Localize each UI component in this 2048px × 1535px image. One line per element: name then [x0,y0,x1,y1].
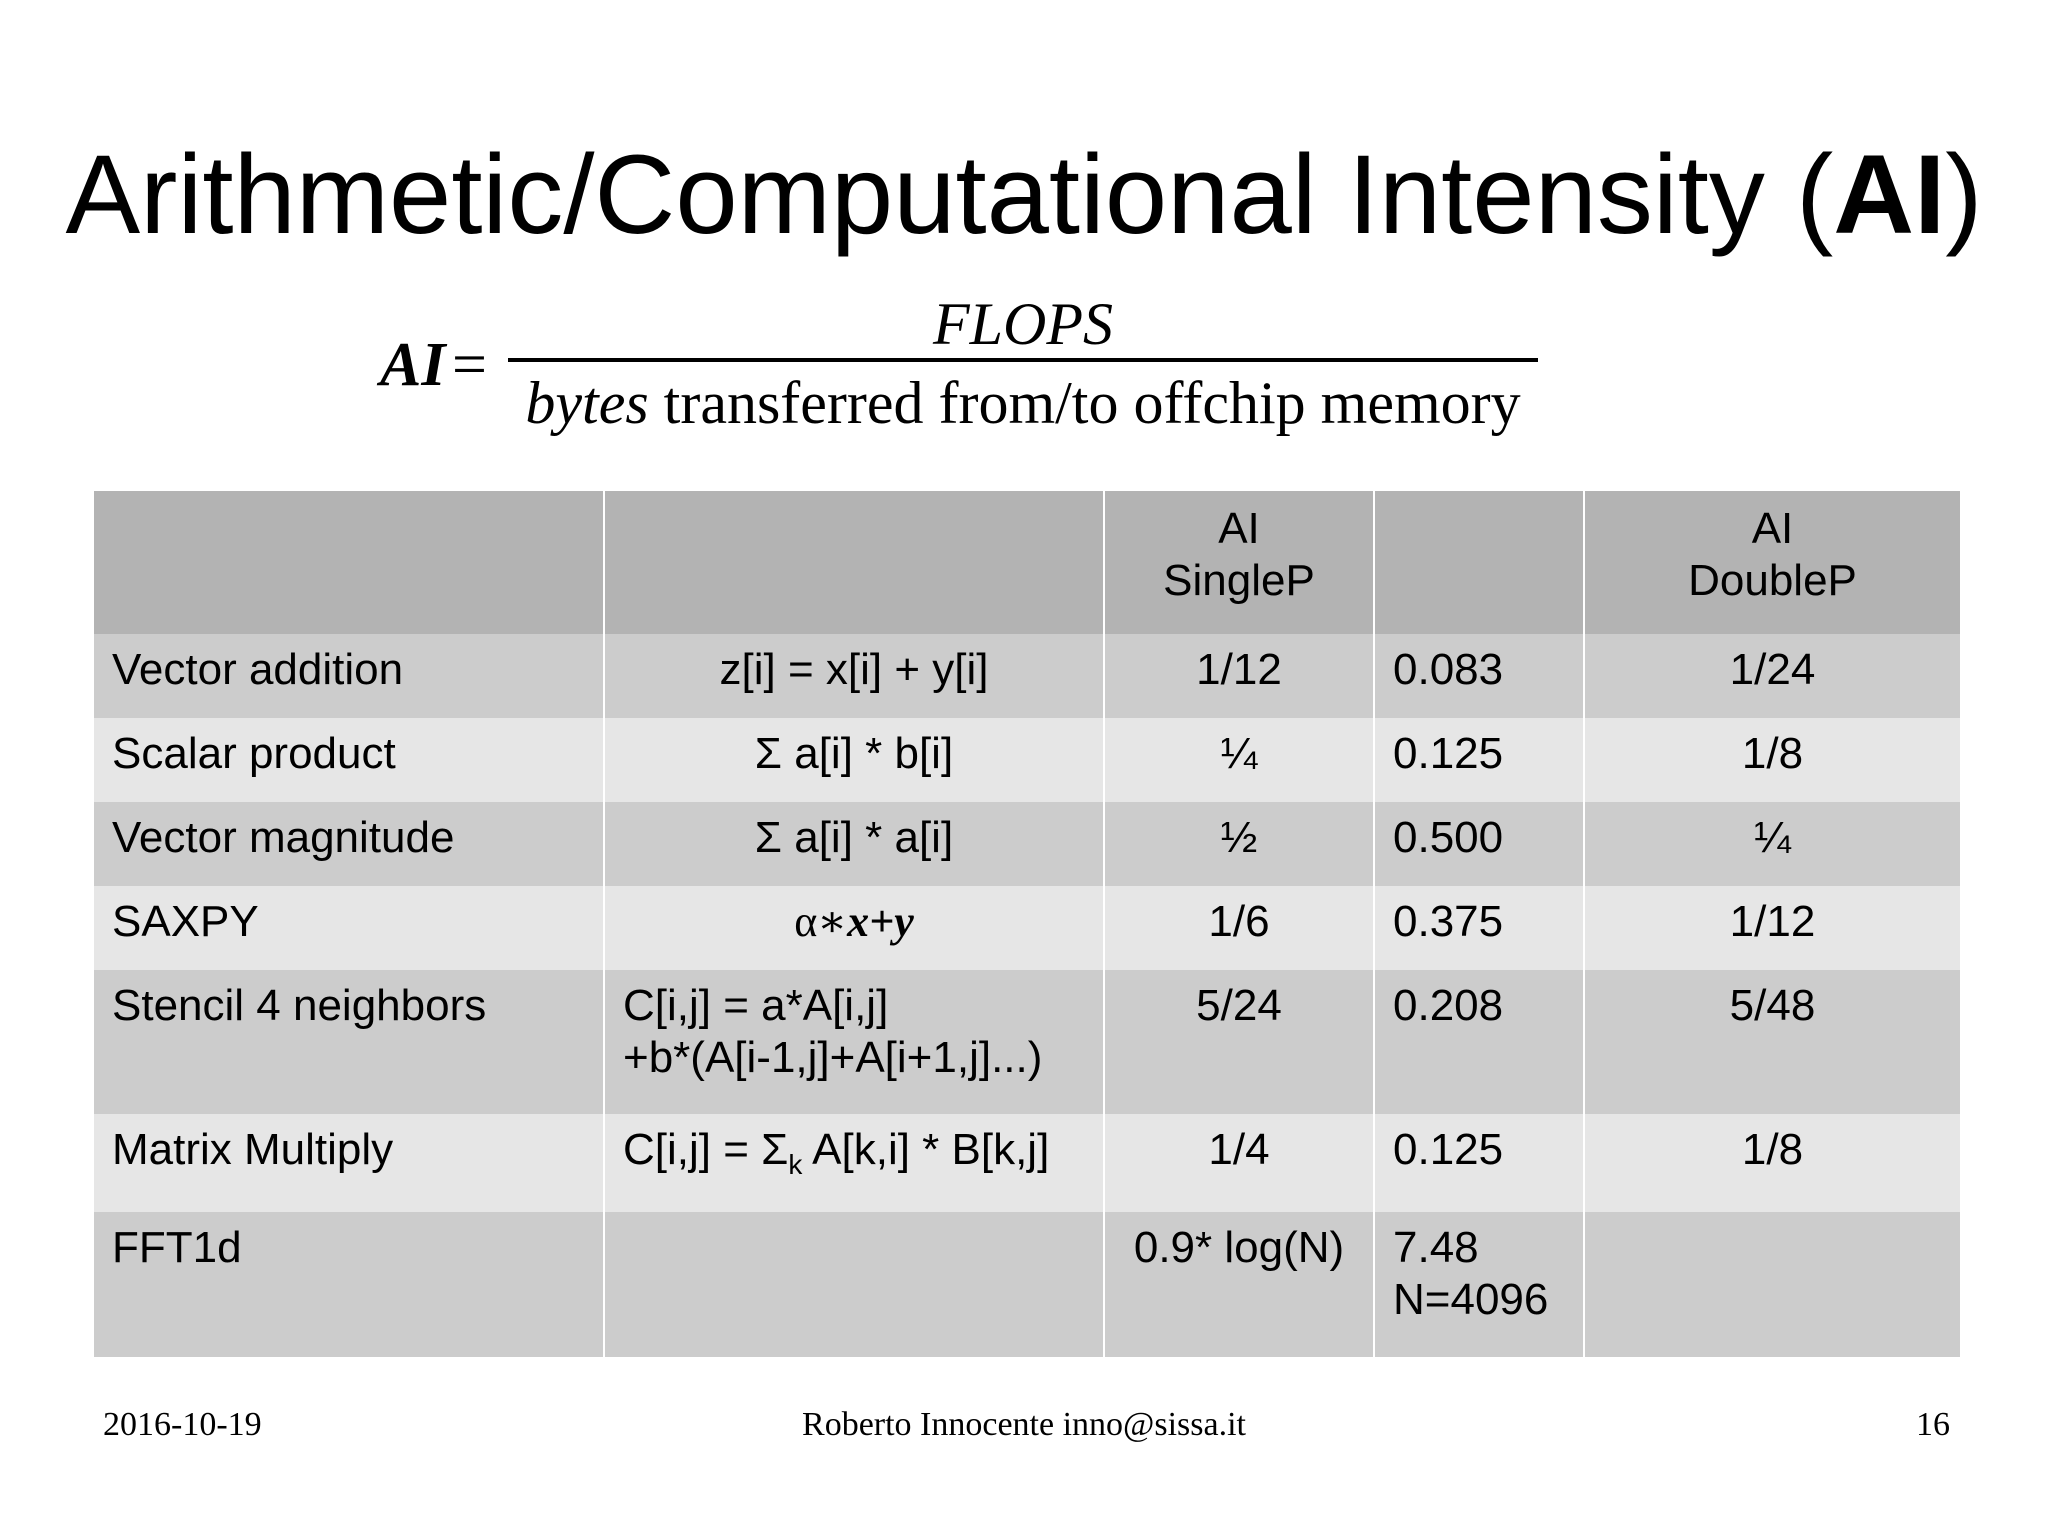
sigma-subscript-k: k [788,1149,803,1180]
denominator-rest: transferred from/to offchip memory [648,370,1521,436]
row-ai-double: 1/24 [1583,634,1960,718]
row-expression: C[i,j] = Σk A[k,i] * B[k,j] [603,1114,1104,1212]
row-ai-single: 5/24 [1103,970,1374,1114]
row-expression-saxpy: α∗x+y [603,886,1104,970]
table-row: Vector magnitude Σ a[i] * a[i] ½ 0.500 ¼ [94,802,1960,886]
formula-denominator: bytes transferred from/to offchip memory [508,367,1538,439]
table-row: Matrix Multiply C[i,j] = Σk A[k,i] * B[k… [94,1114,1960,1212]
footer-page-number: 16 [1916,1406,1950,1443]
row-ai-double: 1/12 [1583,886,1960,970]
row-value: 0.125 [1373,1114,1584,1212]
row-ai-double: 5/48 [1583,970,1960,1114]
row-name: Stencil 4 neighbors [94,970,604,1114]
saxpy-xy: x+y [847,897,914,946]
formula-numerator: FLOPS [933,291,1113,357]
saxpy-alpha: α∗ [794,897,848,946]
row-expression: Σ a[i] * b[i] [603,718,1104,802]
header-ai-doublep: AI DoubleP [1583,491,1960,634]
row-name: Vector magnitude [94,802,604,886]
row-ai-single: 0.9* log(N) [1103,1212,1374,1357]
row-ai-single: 1/6 [1103,886,1374,970]
row-value: 0.500 [1373,802,1584,886]
header-cell-name [94,491,604,634]
row-value: 0.375 [1373,886,1584,970]
row-expression [603,1212,1104,1357]
row-expression: Σ a[i] * a[i] [603,802,1104,886]
footer-date: 2016-10-19 [103,1406,262,1443]
fraction-bar [508,358,1538,362]
row-name: FFT1d [94,1212,604,1357]
title-bold-ai: AI [1833,132,1946,257]
formula-equals: = [452,331,487,399]
title-end: ) [1945,132,1983,257]
row-value: 0.125 [1373,718,1584,802]
header-cell-expr [603,491,1104,634]
row-ai-double: ¼ [1583,802,1960,886]
table-row: FFT1d 0.9* log(N) 7.48 N=4096 [94,1212,1960,1357]
row-expression: C[i,j] = a*A[i,j] +b*(A[i-1,j]+A[i+1,j]..… [603,970,1104,1114]
header-ai-singlep: AI SingleP [1103,491,1374,634]
row-name: Scalar product [94,718,604,802]
row-name: Matrix Multiply [94,1114,604,1212]
slide-title: Arithmetic/Computational Intensity (AI) [0,130,2048,260]
ai-formula: AI = FLOPS bytes transferred from/to off… [380,285,1560,445]
expr-line-2: +b*(A[i-1,j]+A[i+1,j]...) [623,1033,1043,1082]
formula-fraction: FLOPS bytes transferred from/to offchip … [508,285,1538,445]
row-value: 7.48 N=4096 [1373,1212,1584,1357]
row-ai-double: 1/8 [1583,1114,1960,1212]
row-value: 0.208 [1373,970,1584,1114]
denominator-bytes: bytes [525,370,649,436]
row-value: 0.083 [1373,634,1584,718]
table-row: Vector addition z[i] = x[i] + y[i] 1/12 … [94,634,1960,718]
row-ai-single: ½ [1103,802,1374,886]
table-row: Stencil 4 neighbors C[i,j] = a*A[i,j] +b*… [94,970,1960,1114]
row-expression: z[i] = x[i] + y[i] [603,634,1104,718]
row-ai-double [1583,1212,1960,1357]
table-row: SAXPY α∗x+y 1/6 0.375 1/12 [94,886,1960,970]
title-main: Arithmetic/Computational Intensity ( [65,132,1834,257]
row-ai-single: 1/12 [1103,634,1374,718]
table-row: Scalar product Σ a[i] * b[i] ¼ 0.125 1/8 [94,718,1960,802]
expr-line-1: C[i,j] = a*A[i,j] [623,981,889,1030]
row-name: Vector addition [94,634,604,718]
footer-author: Roberto Innocente inno@sissa.it [802,1406,1246,1443]
row-ai-single: 1/4 [1103,1114,1374,1212]
table-header-row: AI SingleP AI DoubleP [94,491,1960,634]
row-ai-single: ¼ [1103,718,1374,802]
row-ai-double: 1/8 [1583,718,1960,802]
header-cell-value [1373,491,1584,634]
row-name: SAXPY [94,886,604,970]
ai-table: AI SingleP AI DoubleP Vector addition z[… [94,491,1960,1357]
formula-lhs: AI [380,331,446,399]
